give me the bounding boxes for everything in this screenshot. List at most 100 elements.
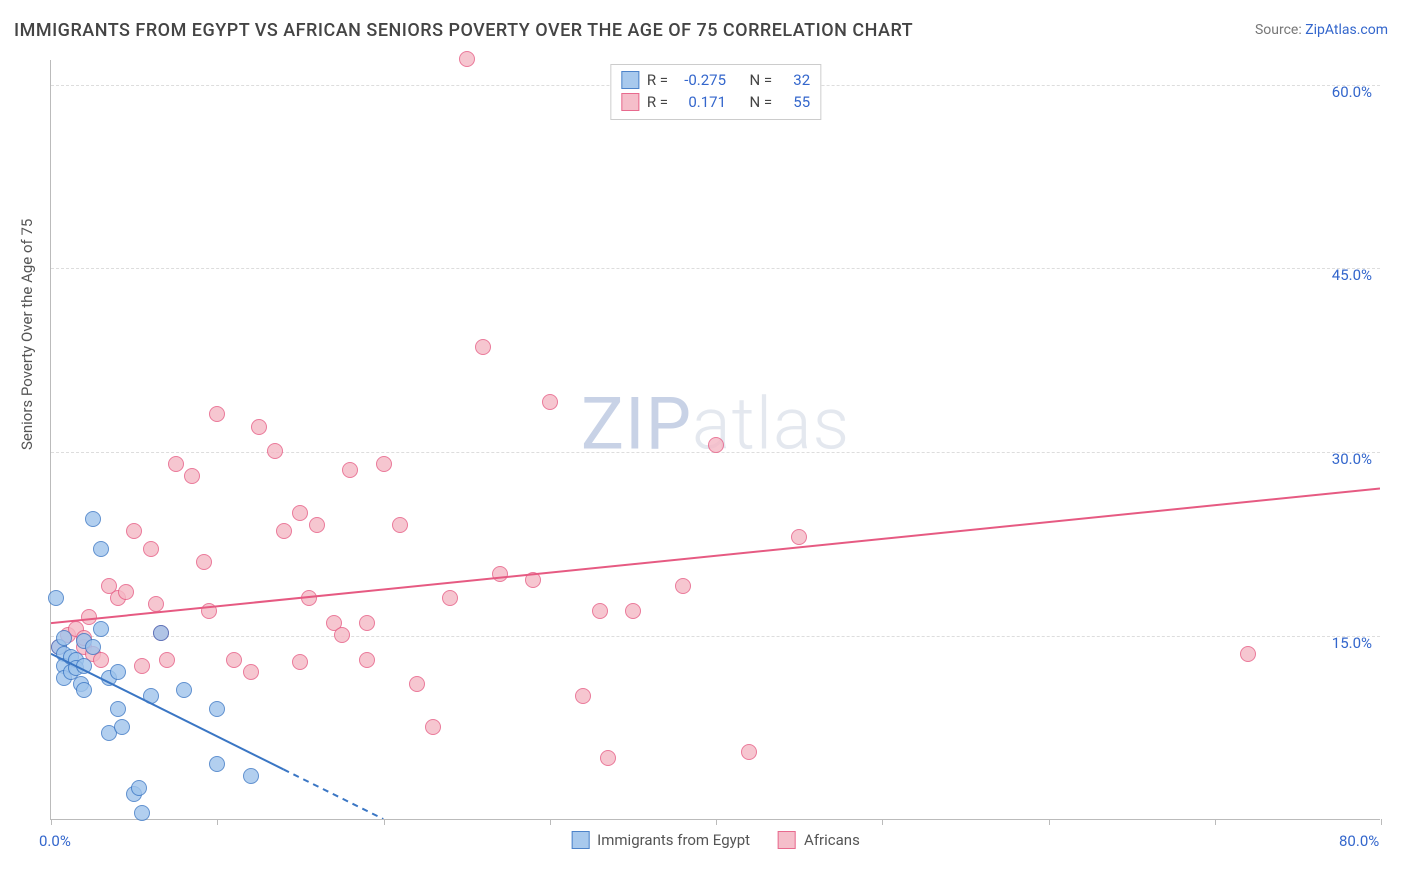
x-tick <box>51 819 52 825</box>
r-label: R = <box>647 69 668 91</box>
legend-row-egypt: R = -0.275 N = 32 <box>621 69 810 91</box>
data-point-egypt <box>134 805 150 821</box>
data-point-africans <box>459 51 475 67</box>
data-point-egypt <box>76 658 92 674</box>
source-attribution: Source: ZipAtlas.com <box>1255 22 1388 38</box>
x-tick <box>1215 819 1216 825</box>
n-label: N = <box>750 91 773 113</box>
data-point-africans <box>542 394 558 410</box>
data-point-africans <box>251 419 267 435</box>
x-tick <box>550 819 551 825</box>
watermark-zip: ZIP <box>581 382 692 467</box>
trend-line <box>284 769 384 819</box>
data-point-africans <box>267 443 283 459</box>
data-point-egypt <box>209 756 225 772</box>
x-tick-label: 80.0% <box>1339 832 1379 850</box>
plot-area: ZIPatlas R = -0.275 N = 32 R = 0.171 N =… <box>50 60 1380 820</box>
data-point-africans <box>143 541 159 557</box>
legend-item-africans: Africans <box>778 831 860 849</box>
data-point-egypt <box>143 688 159 704</box>
r-value-egypt: -0.275 <box>676 69 726 91</box>
swatch-egypt <box>621 71 639 89</box>
data-point-africans <box>334 627 350 643</box>
data-point-egypt <box>176 682 192 698</box>
data-point-africans <box>276 523 292 539</box>
correlation-legend: R = -0.275 N = 32 R = 0.171 N = 55 <box>610 64 821 120</box>
data-point-africans <box>292 654 308 670</box>
series-label-africans: Africans <box>804 831 860 849</box>
x-tick <box>882 819 883 825</box>
y-tick-label: 15.0% <box>1332 634 1372 652</box>
data-point-africans <box>201 603 217 619</box>
data-point-africans <box>292 505 308 521</box>
x-tick <box>1381 819 1382 825</box>
data-point-africans <box>592 603 608 619</box>
data-point-egypt <box>114 719 130 735</box>
series-label-egypt: Immigrants from Egypt <box>597 831 750 849</box>
data-point-egypt <box>131 780 147 796</box>
source-prefix: Source: <box>1255 22 1305 38</box>
data-point-africans <box>425 719 441 735</box>
data-point-africans <box>791 529 807 545</box>
data-point-africans <box>1240 646 1256 662</box>
legend-item-egypt: Immigrants from Egypt <box>571 831 750 849</box>
data-point-africans <box>675 578 691 594</box>
data-point-africans <box>359 652 375 668</box>
trend-line <box>51 488 1380 623</box>
data-point-egypt <box>93 621 109 637</box>
swatch-africans <box>778 831 796 849</box>
data-point-egypt <box>85 511 101 527</box>
data-point-africans <box>376 456 392 472</box>
data-point-africans <box>226 652 242 668</box>
x-tick-label: 0.0% <box>39 832 71 850</box>
source-link[interactable]: ZipAtlas.com <box>1305 22 1388 38</box>
data-point-egypt <box>209 701 225 717</box>
y-tick-label: 45.0% <box>1332 266 1372 284</box>
data-point-egypt <box>110 701 126 717</box>
data-point-africans <box>148 596 164 612</box>
n-label: N = <box>750 69 773 91</box>
legend-row-africans: R = 0.171 N = 55 <box>621 91 810 113</box>
data-point-africans <box>184 468 200 484</box>
swatch-egypt <box>571 831 589 849</box>
y-tick-label: 30.0% <box>1332 450 1372 468</box>
watermark-atlas: atlas <box>692 382 850 467</box>
data-point-africans <box>600 750 616 766</box>
data-point-africans <box>342 462 358 478</box>
data-point-africans <box>309 517 325 533</box>
r-value-africans: 0.171 <box>676 91 726 113</box>
data-point-africans <box>134 658 150 674</box>
y-tick-label: 60.0% <box>1332 83 1372 101</box>
data-point-africans <box>243 664 259 680</box>
data-point-africans <box>209 406 225 422</box>
y-axis-label: Seniors Poverty Over the Age of 75 <box>18 219 36 450</box>
data-point-egypt <box>93 541 109 557</box>
n-value-egypt: 32 <box>780 69 810 91</box>
data-point-africans <box>475 339 491 355</box>
data-point-africans <box>575 688 591 704</box>
chart-title: IMMIGRANTS FROM EGYPT VS AFRICAN SENIORS… <box>14 20 913 41</box>
data-point-africans <box>118 584 134 600</box>
swatch-africans <box>621 93 639 111</box>
data-point-egypt <box>56 630 72 646</box>
data-point-africans <box>708 437 724 453</box>
data-point-africans <box>196 554 212 570</box>
series-legend: Immigrants from Egypt Africans <box>571 831 860 849</box>
data-point-egypt <box>85 639 101 655</box>
r-label: R = <box>647 91 668 113</box>
x-tick <box>384 819 385 825</box>
data-point-africans <box>625 603 641 619</box>
data-point-africans <box>126 523 142 539</box>
data-point-egypt <box>48 590 64 606</box>
data-point-africans <box>159 652 175 668</box>
n-value-africans: 55 <box>780 91 810 113</box>
data-point-africans <box>741 744 757 760</box>
data-point-africans <box>492 566 508 582</box>
data-point-africans <box>392 517 408 533</box>
gridline <box>51 636 1380 637</box>
data-point-africans <box>168 456 184 472</box>
data-point-africans <box>525 572 541 588</box>
data-point-africans <box>442 590 458 606</box>
x-tick <box>716 819 717 825</box>
data-point-africans <box>409 676 425 692</box>
